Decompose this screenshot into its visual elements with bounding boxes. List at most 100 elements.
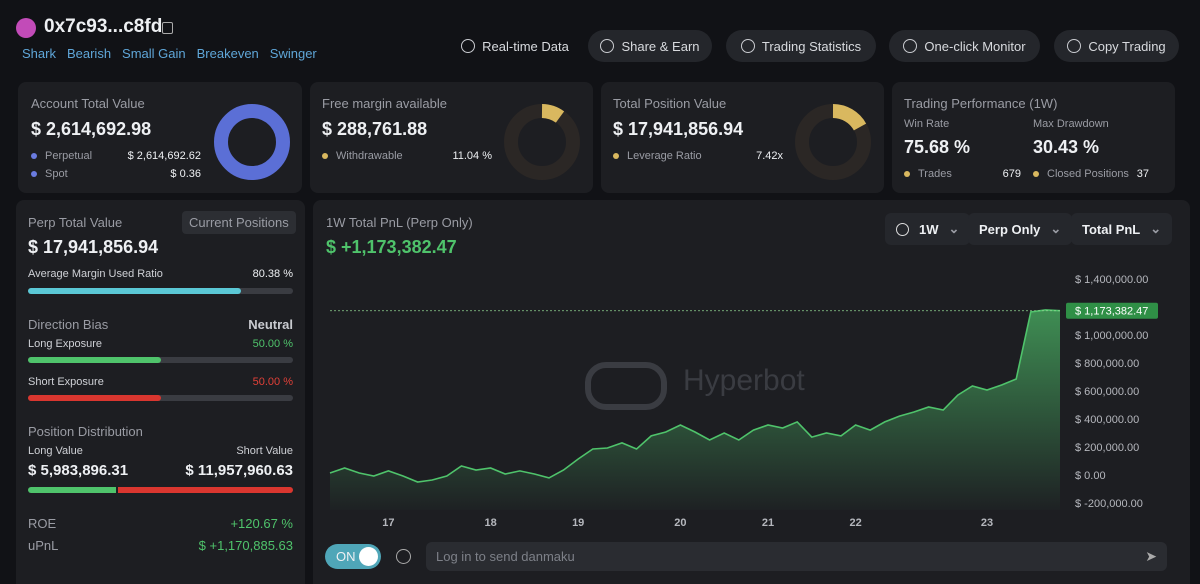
x-tick-label: 22 — [849, 517, 861, 529]
stat-label: Max Drawdown — [1033, 118, 1109, 130]
label: Trades — [918, 168, 952, 180]
chart-subtitle: $ +1,173,382.47 — [326, 237, 457, 257]
label: Closed Positions — [1047, 168, 1129, 180]
card-value: $ 2,614,692.98 — [31, 119, 152, 139]
row-label: Withdrawable — [322, 150, 403, 162]
y-tick-label: $ 800,000.00 — [1075, 358, 1139, 370]
copy-icon[interactable] — [162, 22, 173, 34]
label: Perpetual — [45, 150, 93, 162]
card-title: Free margin available — [322, 96, 448, 111]
tag: Bearish — [66, 46, 112, 61]
label: ROE — [28, 516, 57, 531]
button[interactable]: Real-time Data — [456, 30, 574, 62]
label: Direction Bias — [28, 317, 109, 332]
button[interactable]: Trading Statistics — [726, 30, 876, 62]
settings-icon[interactable] — [396, 549, 411, 564]
current-positions-button[interactable]: Current Positions — [182, 211, 296, 234]
performance-card: Trading Performance (1W) Win Rate 75.68 … — [892, 82, 1175, 193]
account-card: Account Total Value $ 2,614,692.98 Perpe… — [18, 82, 302, 193]
row-value: 37 — [1136, 168, 1149, 180]
progress-fill — [28, 288, 241, 294]
tag-list: Shark Bearish Small Gain Breakeven Swinger — [22, 45, 328, 63]
value: $ 11,957,960.63 — [185, 462, 293, 479]
y-tick-label: $ 0.00 — [1075, 470, 1106, 482]
row-label: Trades — [904, 168, 952, 180]
current-value-tag — [1066, 302, 1158, 319]
button[interactable]: Copy Trading — [1054, 30, 1179, 62]
y-tick-label: $ 400,000.00 — [1075, 414, 1139, 426]
row-label: Leverage Ratio — [613, 150, 702, 162]
row-value: $ 2,614,692.62 — [127, 150, 201, 162]
label: Average Margin Used Ratio — [28, 268, 163, 280]
x-tick-label: 19 — [572, 517, 584, 529]
y-tick-label: $ 600,000.00 — [1075, 386, 1139, 398]
danmaku-input[interactable]: Log in to send danmaku ➤ — [426, 542, 1167, 571]
row-label: Spot — [31, 168, 68, 180]
x-tick-label: 20 — [674, 517, 686, 529]
row-value: 7.42x — [756, 150, 783, 162]
progress-fill — [28, 357, 161, 363]
avatar — [16, 18, 36, 38]
button-label: Copy Trading — [1088, 38, 1166, 54]
watermark: Hyperbot — [683, 364, 805, 397]
pnl-line — [329, 309, 1061, 483]
distribution-bar — [28, 487, 293, 493]
toggle[interactable]: ON — [325, 544, 381, 569]
row-label: Closed Positions — [1033, 168, 1129, 180]
row-value: 679 — [1002, 168, 1021, 180]
donut — [795, 104, 871, 180]
tag: Shark — [22, 46, 56, 61]
card-value: $ 17,941,856.94 — [613, 119, 744, 139]
dropdown[interactable]: Perp Only ⌄ — [968, 213, 1073, 245]
position-card: Total Position Value $ 17,941,856.94 Lev… — [601, 82, 884, 193]
address[interactable]: 0x7c93...c8fd — [44, 16, 163, 37]
progress-fill — [28, 395, 161, 401]
watermark-logo — [585, 362, 667, 410]
value: 50.00 % — [252, 376, 293, 388]
pnl-panel: 1W Total PnL (Perp Only) $ +1,173,382.47… — [313, 200, 1190, 584]
value: +120.67 % — [230, 516, 293, 531]
card-value: $ 288,761.88 — [322, 119, 428, 139]
button-label: Share & Earn — [621, 38, 700, 54]
progress-track — [28, 357, 293, 363]
button[interactable]: One-click Monitor — [889, 30, 1040, 62]
dropdown[interactable]: 1W ⌄ — [885, 213, 971, 245]
panel-title: Perp Total Value — [28, 215, 123, 230]
toggle-label: ON — [336, 549, 356, 564]
tag: Small Gain — [122, 46, 186, 61]
progress-track — [28, 288, 293, 294]
stat-value: 30.43 % — [1033, 137, 1100, 157]
stat-label: Win Rate — [904, 118, 950, 130]
y-tick-label: $ 1,400,000.00 — [1075, 274, 1148, 286]
row-value: 11.04 % — [452, 150, 492, 162]
donut — [214, 104, 290, 180]
value: 80.38 % — [252, 268, 293, 280]
placeholder: Log in to send danmaku — [436, 549, 575, 564]
button-label: Real-time Data — [482, 38, 569, 54]
x-tick-label: 21 — [762, 517, 774, 529]
label: Position Distribution — [28, 424, 143, 439]
label: Short Value — [236, 445, 293, 457]
value: $ +1,170,885.63 — [198, 538, 293, 553]
perp-panel: Perp Total Value Current Positions $ 17,… — [16, 200, 305, 584]
value: Neutral — [248, 317, 293, 332]
label: Spot — [45, 168, 68, 180]
dropdown-label: 1W — [919, 221, 939, 237]
label: Short Exposure — [28, 376, 104, 388]
x-tick-label: 23 — [981, 517, 993, 529]
dropdown-label: Total PnL — [1082, 221, 1141, 237]
dropdown[interactable]: Total PnL ⌄ — [1071, 213, 1173, 245]
card-title: Total Position Value — [613, 96, 727, 111]
button[interactable]: Share & Earn — [588, 30, 712, 62]
label: Long Value — [28, 445, 83, 457]
card-title: Trading Performance (1W) — [904, 96, 1058, 111]
label: Leverage Ratio — [627, 150, 702, 162]
perp-value: $ 17,941,856.94 — [28, 237, 159, 257]
y-tick-label: $ 1,000,000.00 — [1075, 330, 1148, 342]
row-label: Perpetual — [31, 150, 92, 162]
tag: Breakeven — [196, 46, 259, 61]
chart-title: 1W Total PnL (Perp Only) — [326, 215, 473, 230]
tag: Swinger — [269, 46, 317, 61]
value: 50.00 % — [252, 338, 293, 350]
